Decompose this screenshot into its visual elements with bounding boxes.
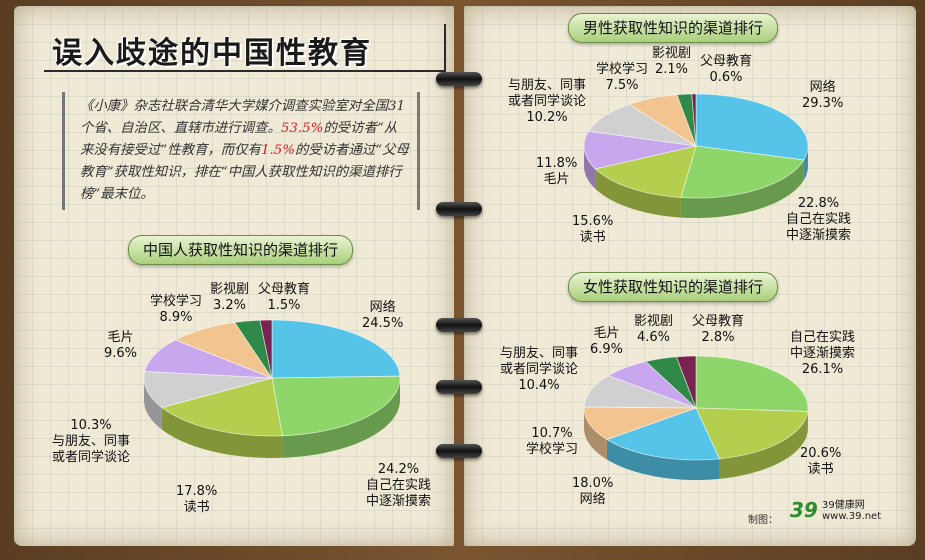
- female-label-pulp: 毛片 6.9%: [590, 326, 624, 357]
- binder-ring: [436, 380, 482, 394]
- china-label-tv: 影视剧 3.2%: [210, 282, 250, 313]
- male-label-school: 学校学习 7.5%: [596, 62, 649, 93]
- binder-ring: [436, 202, 482, 216]
- intro-highlight-pct2: 1.5%: [260, 143, 295, 158]
- male-label-books: 15.6% 读书: [572, 214, 614, 245]
- female-label-friends: 与朋友、同事 或者同学谈论 10.4%: [500, 346, 579, 393]
- intro-highlight-pct1: 53.5%: [280, 121, 324, 136]
- pie-slice-parents: [259, 319, 273, 379]
- pie-slice-internet: [605, 407, 720, 461]
- pie-side-books: [595, 168, 681, 218]
- male-label-internet: 网络 29.3%: [802, 80, 844, 111]
- pie-slice-pulp: [144, 339, 273, 379]
- china-label-books: 17.8% 读书: [176, 484, 218, 515]
- chart-title-female: 女性获取性知识的渠道排行: [568, 272, 779, 302]
- china-label-internet: 网络 24.5%: [362, 300, 404, 331]
- pie-chart-female: [583, 355, 809, 480]
- female-label-practice: 自己在实践 中逐渐摸索 26.1%: [790, 330, 856, 377]
- pie-slice-friends: [143, 371, 273, 408]
- pie-side-practice: [282, 378, 400, 458]
- china-label-practice: 24.2% 自己在实践 中逐渐摸索: [366, 462, 432, 509]
- site-logo-text: 39健康网 www.39.net: [822, 500, 882, 522]
- male-label-parents: 父母教育 0.6%: [700, 54, 753, 85]
- pie-slice-books: [594, 145, 697, 198]
- pie-slice-practice: [695, 355, 809, 412]
- page-title: 误入歧途的中国性教育: [52, 36, 372, 71]
- pie-slice-pulp: [583, 130, 697, 170]
- left-page: [14, 6, 454, 546]
- intro-part3: 的受访者通过“父母教育”获取性知识，排在“中国人获取性知识的渠道排行榜”最末位。: [80, 143, 409, 202]
- binder-ring: [436, 72, 482, 86]
- intro-part1: 《小康》杂志社联合清华大学媒介调查实验室对全国31个省、自治区、直辖市进行调查。: [80, 99, 406, 136]
- pie-side-internet: [606, 439, 720, 480]
- pie-side-books: [161, 407, 283, 458]
- intro-part2: 的受访者“从来没有接受过”性教育，而仅有: [80, 121, 398, 158]
- pie-slice-friends: [583, 375, 697, 409]
- pie-slice-friends: [587, 103, 697, 147]
- pie-side-friends: [144, 377, 162, 430]
- male-label-pulp: 11.8% 毛片: [536, 156, 578, 187]
- male-label-friends: 与朋友、同事 或者同学谈论 10.2%: [508, 78, 587, 125]
- pie-side-books: [719, 411, 808, 479]
- china-label-friends: 10.3% 与朋友、同事 或者同学谈论: [52, 418, 131, 465]
- pie-slice-books: [695, 407, 809, 460]
- china-label-parents: 父母教育 1.5%: [258, 282, 311, 313]
- pie-slice-books: [160, 377, 283, 437]
- pie-side-practice: [680, 159, 804, 218]
- female-label-school: 10.7% 学校学习: [526, 426, 579, 457]
- pie-slice-internet: [695, 93, 809, 161]
- intro-bracket: [62, 92, 420, 210]
- pie-slice-internet: [271, 319, 401, 379]
- pie-slice-school: [583, 406, 697, 440]
- female-label-tv: 影视剧 4.6%: [634, 314, 674, 345]
- china-label-pulp: 毛片 9.6%: [104, 330, 138, 361]
- pie-slice-practice: [271, 375, 401, 437]
- pie-chart-china: [143, 319, 401, 458]
- pie-slice-parents: [691, 93, 697, 147]
- male-label-practice: 22.8% 自己在实践 中逐渐摸索: [786, 196, 852, 243]
- binder-ring: [436, 444, 482, 458]
- female-label-parents: 父母教育 2.8%: [692, 314, 745, 345]
- female-label-books: 20.6% 读书: [800, 446, 842, 477]
- pie-chart-male: [583, 93, 809, 218]
- chart-title-china: 中国人获取性知识的渠道排行: [128, 235, 354, 265]
- male-label-tv: 影视剧 2.1%: [652, 46, 692, 77]
- title-frame: [44, 24, 446, 72]
- pie-side-school: [584, 407, 607, 460]
- pie-slice-parents: [675, 355, 697, 409]
- intro-text: 《小康》杂志社联合清华大学媒介调查实验室对全国31个省、自治区、直辖市进行调查。…: [80, 96, 410, 206]
- pie-slice-practice: [680, 145, 805, 199]
- china-label-school: 学校学习 8.9%: [150, 294, 203, 325]
- binder-ring: [436, 318, 482, 332]
- female-label-internet: 18.0% 网络: [572, 476, 614, 507]
- site-logo: 39: [790, 498, 818, 522]
- pie-side-pulp: [584, 145, 596, 189]
- chart-title-male: 男性获取性知识的渠道排行: [568, 13, 779, 43]
- credit-label: 制图：: [748, 515, 778, 526]
